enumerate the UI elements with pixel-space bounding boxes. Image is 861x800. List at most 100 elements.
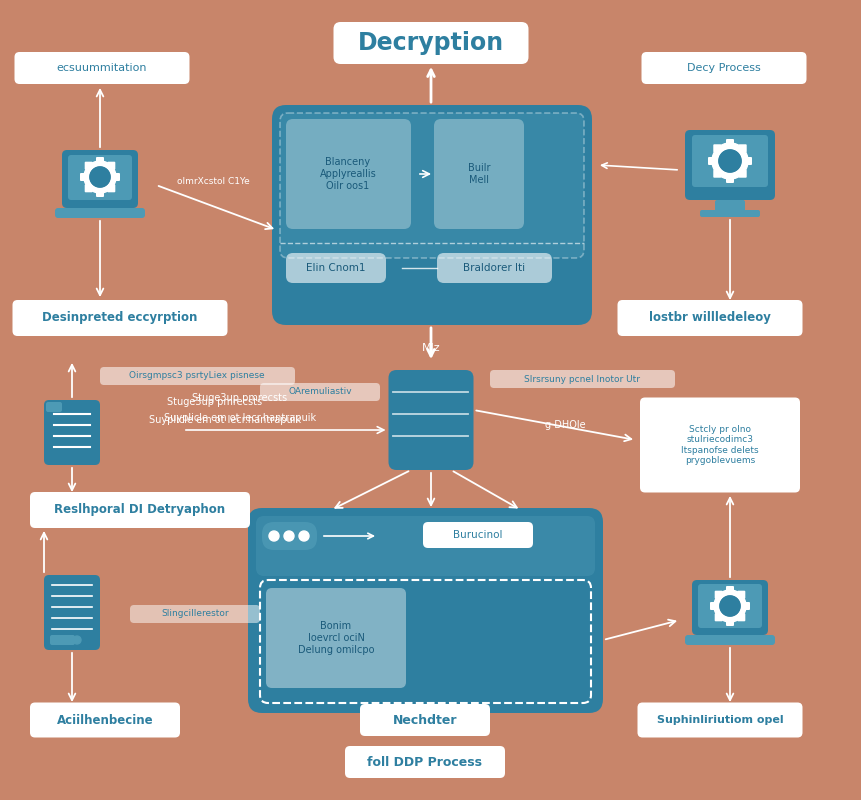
Circle shape — [719, 596, 739, 616]
Text: Stuge3up pmrecsts: Stuge3up pmrecsts — [167, 397, 263, 407]
FancyBboxPatch shape — [423, 522, 532, 548]
FancyBboxPatch shape — [80, 173, 88, 181]
FancyBboxPatch shape — [712, 144, 721, 152]
FancyBboxPatch shape — [616, 300, 802, 336]
FancyBboxPatch shape — [736, 614, 745, 622]
FancyBboxPatch shape — [714, 590, 722, 598]
FancyBboxPatch shape — [697, 584, 761, 628]
Text: OAremuliastiv: OAremuliastiv — [288, 387, 351, 397]
FancyBboxPatch shape — [68, 155, 132, 200]
FancyBboxPatch shape — [725, 618, 734, 626]
FancyBboxPatch shape — [743, 157, 751, 165]
FancyBboxPatch shape — [55, 208, 145, 218]
FancyBboxPatch shape — [684, 635, 774, 645]
FancyBboxPatch shape — [44, 575, 100, 650]
FancyBboxPatch shape — [433, 119, 523, 229]
FancyBboxPatch shape — [736, 590, 745, 598]
Circle shape — [90, 167, 110, 187]
FancyBboxPatch shape — [107, 162, 115, 170]
FancyBboxPatch shape — [13, 300, 227, 336]
FancyBboxPatch shape — [489, 370, 674, 388]
Text: Slrsrsuny pcnel Inotor Utr: Slrsrsuny pcnel Inotor Utr — [523, 374, 639, 383]
FancyBboxPatch shape — [333, 22, 528, 64]
Text: g DHOle: g DHOle — [544, 420, 585, 430]
FancyBboxPatch shape — [712, 170, 721, 178]
Circle shape — [718, 150, 740, 172]
FancyBboxPatch shape — [714, 200, 744, 212]
Text: olmrXcstol C1Ye: olmrXcstol C1Ye — [177, 178, 249, 186]
FancyBboxPatch shape — [112, 173, 120, 181]
FancyBboxPatch shape — [96, 189, 104, 197]
Text: Bonim
Ioevrcl ociN
Delung omilcpo: Bonim Ioevrcl ociN Delung omilcpo — [297, 622, 374, 654]
FancyBboxPatch shape — [714, 614, 722, 622]
FancyBboxPatch shape — [286, 119, 411, 229]
FancyBboxPatch shape — [741, 602, 749, 610]
FancyBboxPatch shape — [725, 139, 734, 147]
Text: Suyplicle em ot lecr.hantrapuik: Suyplicle em ot lecr.hantrapuik — [149, 415, 300, 425]
FancyBboxPatch shape — [344, 746, 505, 778]
FancyBboxPatch shape — [84, 162, 93, 170]
FancyBboxPatch shape — [256, 516, 594, 576]
FancyBboxPatch shape — [266, 588, 406, 688]
FancyBboxPatch shape — [360, 704, 489, 736]
Text: Burucinol: Burucinol — [453, 530, 502, 540]
FancyBboxPatch shape — [272, 105, 592, 325]
FancyBboxPatch shape — [691, 135, 767, 187]
FancyBboxPatch shape — [738, 170, 746, 178]
Circle shape — [73, 636, 81, 644]
FancyBboxPatch shape — [725, 175, 734, 183]
FancyBboxPatch shape — [641, 52, 806, 84]
FancyBboxPatch shape — [699, 210, 759, 217]
Circle shape — [299, 531, 308, 541]
FancyBboxPatch shape — [30, 702, 180, 738]
Text: Elin Cnom1: Elin Cnom1 — [306, 263, 365, 273]
Text: foll DDP Process: foll DDP Process — [367, 755, 482, 769]
FancyBboxPatch shape — [738, 144, 746, 152]
Text: Reslhporal DI Detryaphon: Reslhporal DI Detryaphon — [54, 503, 226, 517]
FancyBboxPatch shape — [248, 508, 603, 713]
Text: Desinpreted eccyrption: Desinpreted eccyrption — [42, 311, 197, 325]
Text: Suyplicle em ot lecr.hantrapuik: Suyplicle em ot lecr.hantrapuik — [164, 413, 316, 423]
FancyBboxPatch shape — [707, 157, 715, 165]
FancyBboxPatch shape — [280, 113, 583, 258]
FancyBboxPatch shape — [639, 398, 799, 493]
Text: ecsuummitation: ecsuummitation — [57, 63, 147, 73]
Text: Braldorer Iti: Braldorer Iti — [462, 263, 524, 273]
FancyBboxPatch shape — [100, 367, 294, 385]
Circle shape — [713, 590, 745, 622]
Text: Decryption: Decryption — [357, 31, 504, 55]
FancyBboxPatch shape — [46, 402, 62, 412]
FancyBboxPatch shape — [44, 400, 100, 465]
Circle shape — [90, 167, 110, 187]
Circle shape — [84, 161, 116, 193]
FancyBboxPatch shape — [96, 157, 104, 165]
FancyBboxPatch shape — [30, 492, 250, 528]
FancyBboxPatch shape — [437, 253, 551, 283]
Text: Aciilhenbecine: Aciilhenbecine — [57, 714, 153, 726]
Circle shape — [269, 531, 279, 541]
Text: Stuge3up pmrecsts: Stuge3up pmrecsts — [192, 393, 288, 403]
Circle shape — [719, 596, 739, 616]
FancyBboxPatch shape — [684, 130, 774, 200]
Text: Slingcillerestor: Slingcillerestor — [161, 610, 228, 618]
Text: Builr
Mell: Builr Mell — [468, 163, 490, 185]
FancyBboxPatch shape — [260, 383, 380, 401]
FancyBboxPatch shape — [62, 150, 138, 208]
FancyBboxPatch shape — [286, 253, 386, 283]
FancyBboxPatch shape — [50, 635, 75, 645]
FancyBboxPatch shape — [637, 702, 802, 738]
FancyBboxPatch shape — [262, 522, 317, 550]
Circle shape — [718, 150, 740, 172]
FancyBboxPatch shape — [15, 52, 189, 84]
Text: Decy Process: Decy Process — [686, 63, 760, 73]
Text: Suphinliriutiom opel: Suphinliriutiom opel — [656, 715, 783, 725]
Circle shape — [711, 143, 747, 179]
FancyBboxPatch shape — [107, 184, 115, 192]
FancyBboxPatch shape — [388, 370, 473, 470]
Text: Blanceny
Applyreallis
Oilr oos1: Blanceny Applyreallis Oilr oos1 — [319, 158, 376, 190]
Text: Nechdter: Nechdter — [393, 714, 456, 726]
FancyBboxPatch shape — [709, 602, 717, 610]
Circle shape — [283, 531, 294, 541]
Text: Oirsgmpsc3 psrtyLiex pisnese: Oirsgmpsc3 psrtyLiex pisnese — [129, 371, 264, 381]
FancyBboxPatch shape — [130, 605, 260, 623]
